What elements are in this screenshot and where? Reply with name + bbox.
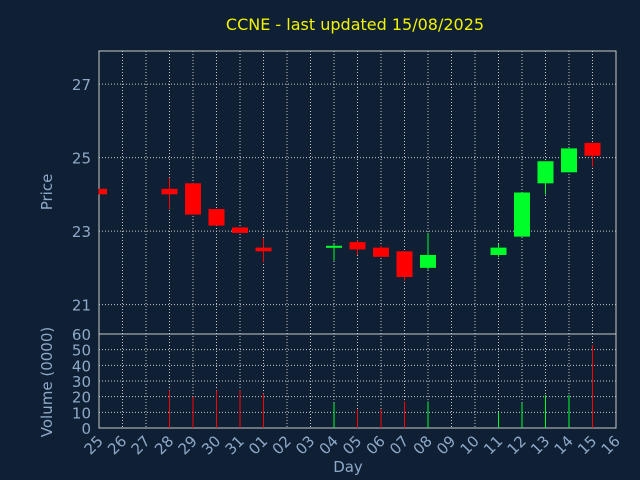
- x-tick-label: 07: [386, 432, 412, 458]
- price-tick-label: 27: [72, 76, 91, 94]
- volume-tick-label: 20: [72, 389, 91, 407]
- x-tick-label: 10: [457, 432, 483, 458]
- candle-body: [185, 183, 201, 215]
- volume-tick-label: 50: [72, 342, 91, 360]
- x-tick-label: 06: [363, 432, 389, 458]
- volume-tick-label: 10: [72, 404, 91, 422]
- x-axis-ticks: 2526272829303101020304050607080910111213…: [81, 432, 624, 458]
- volume-axis-label: Volume (0000): [38, 327, 56, 437]
- x-tick-label: 31: [222, 432, 248, 458]
- x-tick-label: 05: [339, 432, 365, 458]
- price-tick-label: 25: [72, 150, 91, 168]
- price-tick-label: 21: [72, 297, 91, 315]
- price-axis-ticks: 21 23 25 27: [72, 76, 91, 315]
- volume-tick-label: 30: [72, 373, 91, 391]
- candle-body: [584, 142, 601, 156]
- x-tick-label: 11: [480, 432, 506, 458]
- x-tick-label: 03: [292, 432, 318, 458]
- price-tick-label: 23: [72, 223, 91, 241]
- candle-body: [514, 192, 530, 237]
- x-tick-label: 14: [551, 432, 577, 458]
- candle-body: [208, 209, 225, 226]
- x-tick-label: 29: [175, 432, 201, 458]
- candle-body: [490, 247, 507, 255]
- candle-body: [396, 251, 413, 278]
- x-axis-label: Day: [333, 458, 363, 476]
- x-tick-label: 26: [104, 432, 130, 458]
- candle-body: [561, 148, 577, 173]
- x-tick-label: 12: [504, 432, 530, 458]
- price-axis-label: Price: [38, 174, 56, 211]
- x-tick-label: 13: [527, 432, 553, 458]
- volume-tick-label: 60: [72, 326, 91, 344]
- volume-tick-label: 40: [72, 357, 91, 375]
- x-tick-label: 27: [128, 432, 154, 458]
- x-tick-label: 30: [198, 432, 224, 458]
- x-tick-label: 16: [598, 432, 624, 458]
- candle-body: [255, 247, 272, 252]
- x-tick-label: 09: [433, 432, 459, 458]
- volume-bars: [169, 344, 593, 428]
- x-tick-label: 01: [245, 432, 271, 458]
- grid: [99, 51, 616, 428]
- chart-title: CCNE - last updated 15/08/2025: [226, 15, 484, 34]
- candle-body: [349, 242, 366, 250]
- candle-body: [99, 188, 107, 195]
- x-tick-label: 04: [316, 432, 342, 458]
- candles: [98, 142, 601, 281]
- x-tick-label: 15: [574, 432, 600, 458]
- candle-body: [326, 245, 342, 248]
- candle-body: [537, 161, 554, 184]
- x-tick-label: 28: [151, 432, 177, 458]
- candle-body: [420, 254, 436, 268]
- candle-body: [373, 247, 389, 257]
- candle-body: [161, 188, 178, 195]
- volume-tick-label: 0: [81, 420, 91, 438]
- x-tick-label: 02: [269, 432, 295, 458]
- candle-body: [232, 227, 248, 233]
- x-tick-label: 08: [410, 432, 436, 458]
